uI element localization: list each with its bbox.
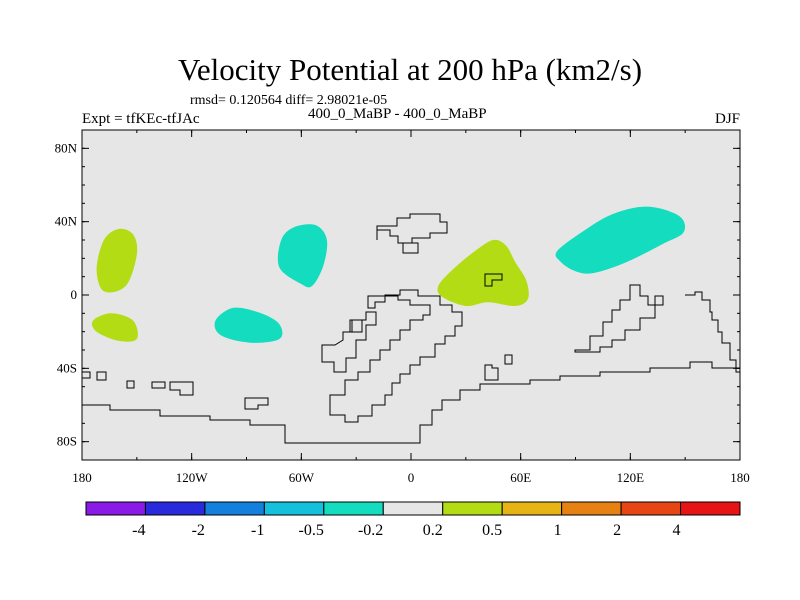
lat-tick-label: 40S [57,360,77,375]
colorbar-swatch [263,501,325,516]
plot-title: Velocity Potential at 200 hPa (km2/s) [177,52,643,87]
positive-anomaly-region [437,239,529,307]
colorbar-label: -2 [192,522,205,539]
colorbar-label: 0.5 [482,522,502,539]
lat-tick-label: 40N [55,214,78,229]
lat-tick-label: 0 [71,287,78,302]
coastline-greenland [402,242,419,254]
season-label: DJF [714,111,740,127]
lat-tick-label: 80N [55,140,78,155]
colorbar-swatch [501,501,563,516]
lat-tick-label: 80S [57,434,77,449]
lon-tick-label: 60W [289,470,315,485]
lon-tick-label: 60E [510,470,531,485]
colorbar-swatch [323,501,384,516]
negative-anomaly-region [277,224,328,288]
filled-regions [91,206,686,343]
colorbar-label: -0.5 [298,522,323,539]
colorbar-swatch [204,501,265,516]
colorbar-swatch [85,501,146,516]
lon-tick-label: 180 [730,470,750,485]
coastline-island [349,319,363,333]
colorbar [85,501,741,516]
colorbar-label: -0.2 [358,522,383,539]
axis-tick-labels: 80N 40N 0 40S 80S 180 120W 60W 0 60E 120E 180 [55,140,750,485]
map-background [82,130,740,460]
lon-tick-label: 0 [408,470,415,485]
lon-tick-label: 120E [617,470,645,485]
colorbar-label: -1 [251,522,264,539]
coastline-island [484,273,503,287]
colorbar-label: 2 [613,522,621,539]
experiment-label: Expt = tfKEc-tfJAc [82,111,200,127]
coastline-island [169,381,194,396]
positive-anomaly-region [91,313,138,342]
colorbar-swatch [442,501,503,516]
coastline-asia [574,284,664,353]
coastline-island [151,381,166,389]
colorbar-swatch [680,501,741,516]
colorbar-swatch [620,501,682,516]
coastline-pacific [685,291,741,390]
axis-ticks [81,129,741,461]
colorbar-label: 0.2 [423,522,443,539]
coastline-island [96,371,107,381]
coastline-americas [376,213,448,244]
lon-tick-label: 120W [176,470,209,485]
runs-label: 400_0_MaBP - 400_0_MaBP [308,106,487,122]
coastline-south-america [321,311,377,373]
colorbar-label: 1 [554,522,562,539]
lon-tick-label: 180 [72,470,92,485]
colorbar-swatch [561,501,622,516]
coastline-island [484,364,499,381]
colorbar-labels: -4 -2 -1 -0.5 -0.2 0.2 0.5 1 2 4 [132,522,680,539]
positive-anomaly-region [96,228,138,293]
colorbar-label: 4 [673,522,681,539]
negative-anomaly-region [214,307,283,343]
colorbar-label: -4 [132,522,145,539]
coastlines [81,213,741,444]
stats-line: rmsd= 0.120564 diff= 2.98021e-05 [190,93,388,108]
negative-anomaly-region [555,206,686,274]
coastline-island [504,354,513,365]
coastline-island [126,380,135,389]
coastline-island [244,397,269,410]
colorbar-swatch [144,501,206,516]
coastline-africa [329,289,463,423]
colorbar-swatch [382,501,444,516]
coastline-continent [82,361,740,444]
